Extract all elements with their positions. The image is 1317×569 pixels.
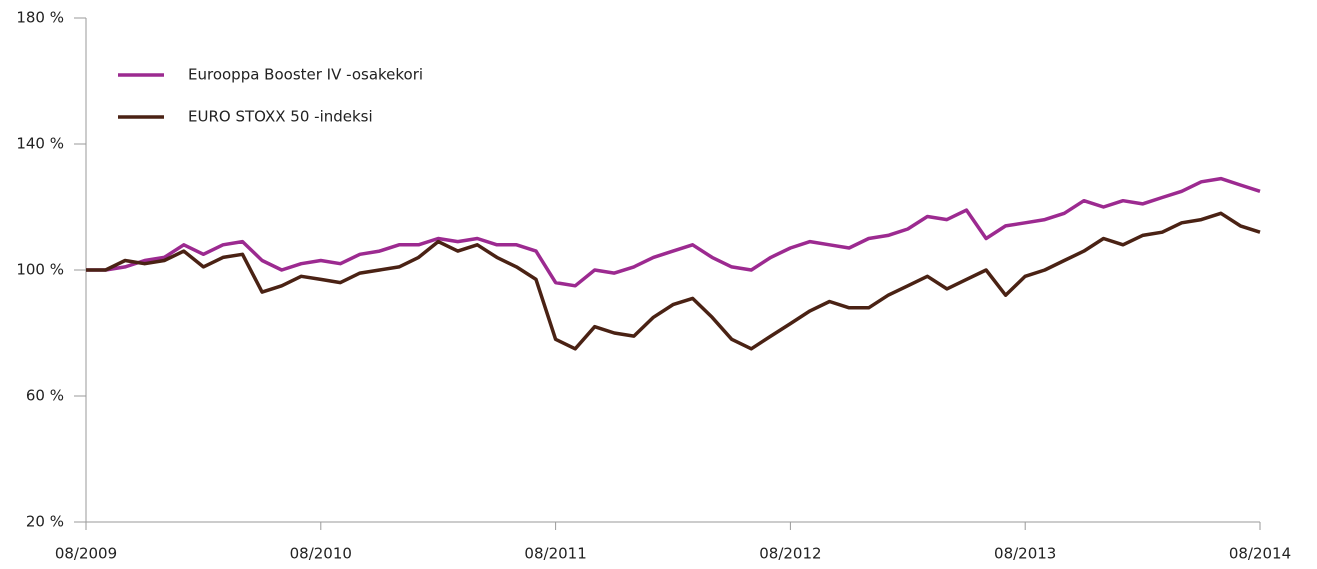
y-tick-label: 60 % [26,387,64,405]
y-tick-label: 100 % [16,261,64,279]
series-line [86,176,1261,288]
y-tick-label: 180 % [16,9,64,27]
legend-label: EURO STOXX 50 -indeksi [188,108,373,126]
series-line [86,211,1261,351]
x-tick-label: 08/2009 [55,545,117,563]
x-tick-label: 08/2013 [994,545,1056,563]
x-tick-label: 08/2011 [524,545,586,563]
x-tick-label: 08/2012 [759,545,821,563]
x-tick-label: 08/2014 [1229,545,1291,563]
legend-label: Eurooppa Booster IV -osakekori [188,66,423,84]
y-tick-label: 140 % [16,135,64,153]
x-tick-label: 08/2010 [290,545,352,563]
y-tick-label: 20 % [26,513,64,531]
